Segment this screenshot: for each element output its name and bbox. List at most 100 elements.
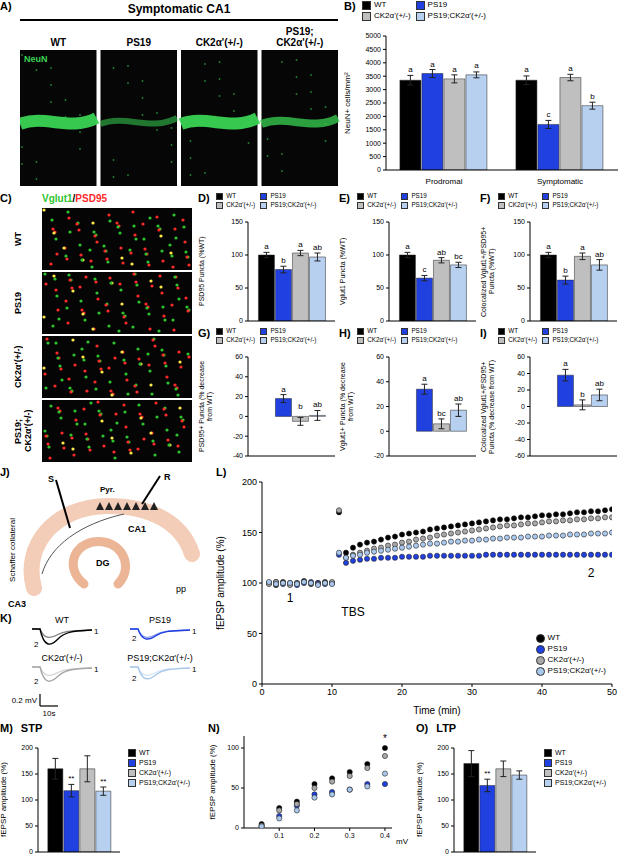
svg-text:R: R [164, 472, 171, 482]
svg-text:1: 1 [192, 627, 197, 636]
svg-text:10: 10 [327, 687, 337, 697]
svg-text:Schaffer collateral: Schaffer collateral [8, 518, 17, 582]
svg-text:a: a [422, 374, 427, 383]
svg-text:ab: ab [437, 248, 446, 257]
svg-text:0.2: 0.2 [310, 832, 320, 839]
svg-text:150: 150 [242, 528, 257, 538]
svg-text:0.3: 0.3 [345, 832, 355, 839]
svg-text:Symptomatic: Symptomatic [537, 177, 583, 186]
svg-text:50: 50 [517, 284, 525, 291]
svg-text:0: 0 [239, 317, 243, 324]
svg-text:0.4: 0.4 [380, 832, 390, 839]
svg-text:50: 50 [607, 687, 617, 697]
svg-text:40: 40 [235, 373, 243, 380]
svg-text:-20: -20 [233, 433, 243, 440]
svg-text:20: 20 [376, 403, 384, 410]
svg-text:b: b [580, 390, 585, 399]
svg-text:50: 50 [231, 784, 239, 791]
svg-text:100: 100 [513, 251, 525, 258]
svg-text:50: 50 [25, 822, 33, 829]
svg-text:2000: 2000 [365, 113, 381, 120]
svg-text:PS19: PS19 [149, 615, 171, 625]
svg-text:**: ** [484, 769, 490, 778]
svg-text:a: a [452, 65, 457, 74]
svg-text:-40: -40 [515, 436, 525, 443]
svg-text:100: 100 [242, 578, 257, 588]
svg-text:0: 0 [380, 428, 384, 435]
svg-text:1: 1 [94, 627, 99, 636]
svg-text:1: 1 [192, 665, 197, 674]
svg-text:0: 0 [252, 679, 257, 689]
svg-text:-40: -40 [233, 452, 243, 459]
svg-text:60: 60 [376, 353, 384, 360]
svg-text:60: 60 [517, 353, 525, 360]
svg-text:a: a [264, 242, 269, 251]
svg-text:a: a [298, 240, 303, 249]
svg-text:mV: mV [396, 837, 409, 846]
svg-text:50: 50 [441, 822, 449, 829]
svg-text:0.1: 0.1 [274, 832, 284, 839]
svg-text:pp: pp [176, 584, 186, 594]
svg-text:a: a [580, 243, 585, 252]
svg-text:200: 200 [21, 744, 33, 751]
svg-text:0.2 mV: 0.2 mV [12, 696, 38, 705]
svg-text:100: 100 [437, 796, 449, 803]
svg-text:CK2α'(+/-): CK2α'(+/-) [41, 653, 82, 663]
svg-text:40: 40 [517, 370, 525, 377]
svg-text:**: ** [100, 777, 106, 786]
svg-text:WT: WT [55, 615, 69, 625]
svg-text:50: 50 [235, 284, 243, 291]
svg-text:b: b [563, 266, 568, 275]
svg-text:10s: 10s [43, 709, 56, 718]
svg-text:4500: 4500 [365, 46, 381, 53]
svg-text:200: 200 [437, 744, 449, 751]
svg-text:40: 40 [537, 687, 547, 697]
svg-text:ab: ab [313, 243, 322, 252]
svg-text:20: 20 [397, 687, 407, 697]
svg-text:c: c [546, 110, 550, 119]
svg-text:2: 2 [34, 677, 39, 686]
svg-text:ab: ab [313, 400, 322, 409]
svg-text:0: 0 [380, 317, 384, 324]
svg-text:150: 150 [437, 770, 449, 777]
svg-text:-60: -60 [515, 452, 525, 459]
svg-text:a: a [405, 242, 410, 251]
svg-text:TBS: TBS [341, 605, 364, 619]
svg-text:200: 200 [242, 477, 257, 487]
svg-text:3500: 3500 [365, 73, 381, 80]
svg-text:**: ** [68, 774, 74, 783]
svg-text:0: 0 [521, 403, 525, 410]
svg-text:20: 20 [235, 393, 243, 400]
svg-text:100: 100 [227, 744, 239, 751]
svg-text:ab: ab [454, 394, 463, 403]
svg-text:0: 0 [377, 166, 381, 173]
svg-text:fEPSP amplitude (%): fEPSP amplitude (%) [216, 536, 226, 630]
svg-text:b: b [281, 256, 286, 265]
svg-text:0: 0 [445, 848, 449, 855]
svg-text:60: 60 [235, 353, 243, 360]
svg-text:a: a [563, 359, 568, 368]
svg-text:ab: ab [595, 379, 604, 388]
svg-text:b: b [298, 402, 303, 411]
svg-text:150: 150 [231, 218, 243, 225]
svg-text:a: a [430, 60, 435, 69]
svg-text:*: * [383, 733, 387, 744]
svg-text:PS19;CK2α'(+/-): PS19;CK2α'(+/-) [127, 653, 193, 663]
svg-text:5000: 5000 [365, 32, 381, 39]
svg-text:a: a [524, 65, 529, 74]
svg-text:2: 2 [132, 674, 137, 683]
svg-text:c: c [422, 265, 426, 274]
svg-text:0: 0 [521, 317, 525, 324]
svg-text:ab: ab [595, 250, 604, 259]
svg-text:Pyr.: Pyr. [100, 485, 115, 494]
svg-text:40: 40 [376, 378, 384, 385]
svg-text:100: 100 [372, 251, 384, 258]
svg-text:0: 0 [259, 687, 264, 697]
svg-text:2: 2 [34, 640, 39, 649]
svg-text:CA3: CA3 [8, 599, 26, 609]
svg-text:50: 50 [247, 629, 257, 639]
svg-text:500: 500 [369, 153, 381, 160]
svg-text:Time (min): Time (min) [413, 705, 460, 716]
svg-text:100: 100 [231, 251, 243, 258]
svg-text:fEPSP amplitude (%): fEPSP amplitude (%) [208, 744, 217, 819]
